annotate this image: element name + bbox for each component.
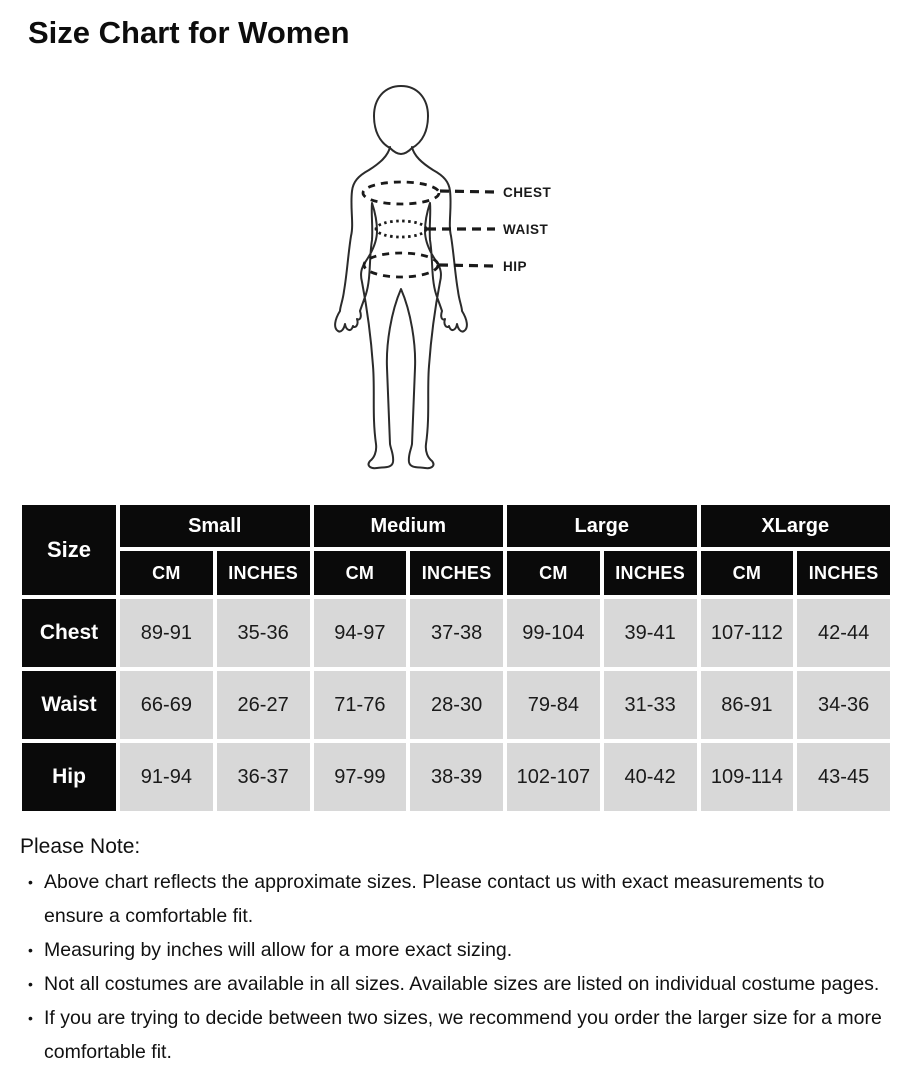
unit-header-large-cm: CM xyxy=(507,551,600,595)
waist-small-cm: 66-69 xyxy=(120,671,213,739)
unit-header-xlarge-inches: INCHES xyxy=(797,551,890,595)
hip-label: HIP xyxy=(503,259,527,274)
head-outline xyxy=(372,85,429,155)
chest-label: CHEST xyxy=(503,185,552,200)
col-group-small: Small xyxy=(120,505,310,547)
hip-measure-ellipse xyxy=(362,251,439,279)
female-body-outline-illustration: CHEST WAIST HIP xyxy=(333,85,552,470)
table-row-chest: Chest 89-91 35-36 94-97 37-38 99-104 39-… xyxy=(22,599,890,667)
col-group-xlarge: XLarge xyxy=(700,505,890,547)
size-chart-table: Size Small Medium Large XLarge CM INCHES… xyxy=(18,501,894,815)
waist-xlarge-inches: 34-36 xyxy=(797,671,890,739)
unit-header-large-inches: INCHES xyxy=(603,551,697,595)
chest-large-cm: 99-104 xyxy=(507,599,600,667)
size-corner-header: Size xyxy=(22,505,116,595)
hip-xlarge-inches: 43-45 xyxy=(797,743,890,811)
note-item: • Measuring by inches will allow for a m… xyxy=(20,933,885,967)
size-group-header-row: Size Small Medium Large XLarge xyxy=(22,505,890,595)
unit-header-small-inches: INCHES xyxy=(216,551,310,595)
col-group-medium: Medium xyxy=(313,505,503,547)
hip-medium-cm: 97-99 xyxy=(313,743,407,811)
waist-small-inches: 26-27 xyxy=(216,671,310,739)
col-group-large: Large xyxy=(507,505,697,547)
waist-large-inches: 31-33 xyxy=(603,671,697,739)
unit-header-xlarge-cm: CM xyxy=(700,551,794,595)
notes-section: Please Note: • Above chart reflects the … xyxy=(20,829,885,1069)
hip-large-cm: 102-107 xyxy=(507,743,600,811)
bullet-icon: • xyxy=(28,976,33,993)
hip-medium-inches: 38-39 xyxy=(410,743,503,811)
note-text: Above chart reflects the approximate siz… xyxy=(44,870,825,927)
chest-small-cm: 89-91 xyxy=(120,599,213,667)
bullet-icon: • xyxy=(28,873,33,890)
table-row-waist: Waist 66-69 26-27 71-76 28-30 79-84 31-3… xyxy=(22,671,890,739)
page-title: Size Chart for Women xyxy=(28,15,350,50)
chest-medium-cm: 94-97 xyxy=(313,599,407,667)
unit-header-medium-inches: INCHES xyxy=(410,551,503,595)
row-label-chest: Chest xyxy=(22,599,116,667)
chest-xlarge-cm: 107-112 xyxy=(700,599,794,667)
note-item: • If you are trying to decide between tw… xyxy=(20,1001,885,1069)
body-outline xyxy=(333,146,468,470)
waist-xlarge-cm: 86-91 xyxy=(700,671,794,739)
waist-medium-cm: 71-76 xyxy=(313,671,407,739)
note-item: • Above chart reflects the approximate s… xyxy=(20,865,885,933)
bullet-icon: • xyxy=(28,1010,33,1027)
chest-large-inches: 39-41 xyxy=(603,599,697,667)
chest-medium-inches: 37-38 xyxy=(410,599,503,667)
chest-leader-line xyxy=(439,189,495,194)
waist-large-cm: 79-84 xyxy=(507,671,600,739)
row-label-hip: Hip xyxy=(22,743,116,811)
body-measurement-diagram: CHEST WAIST HIP xyxy=(283,78,623,478)
note-item: • Not all costumes are available in all … xyxy=(20,967,885,1001)
chest-small-inches: 35-36 xyxy=(216,599,310,667)
unit-header-small-cm: CM xyxy=(120,551,213,595)
chest-measure-ellipse xyxy=(361,180,440,206)
hip-leader-line xyxy=(438,263,495,268)
waist-medium-inches: 28-30 xyxy=(410,671,503,739)
chest-xlarge-inches: 42-44 xyxy=(797,599,890,667)
waist-label: WAIST xyxy=(503,222,549,237)
note-text: Measuring by inches will allow for a mor… xyxy=(44,938,513,961)
hip-small-inches: 36-37 xyxy=(216,743,310,811)
hip-large-inches: 40-42 xyxy=(603,743,697,811)
row-label-waist: Waist xyxy=(22,671,116,739)
note-text: Not all costumes are available in all si… xyxy=(44,973,880,996)
hip-xlarge-cm: 109-114 xyxy=(700,743,794,811)
hip-small-cm: 91-94 xyxy=(120,743,213,811)
unit-header-medium-cm: CM xyxy=(313,551,407,595)
waist-measure-ellipse xyxy=(374,219,427,239)
bullet-icon: • xyxy=(28,941,33,958)
unit-header-row: CM INCHES CM INCHES CM INCHES CM INCHES xyxy=(22,551,890,595)
note-text: If you are trying to decide between two … xyxy=(44,1007,882,1064)
table-row-hip: Hip 91-94 36-37 97-99 38-39 102-107 40-4… xyxy=(22,743,890,811)
notes-heading: Please Note: xyxy=(20,835,141,858)
